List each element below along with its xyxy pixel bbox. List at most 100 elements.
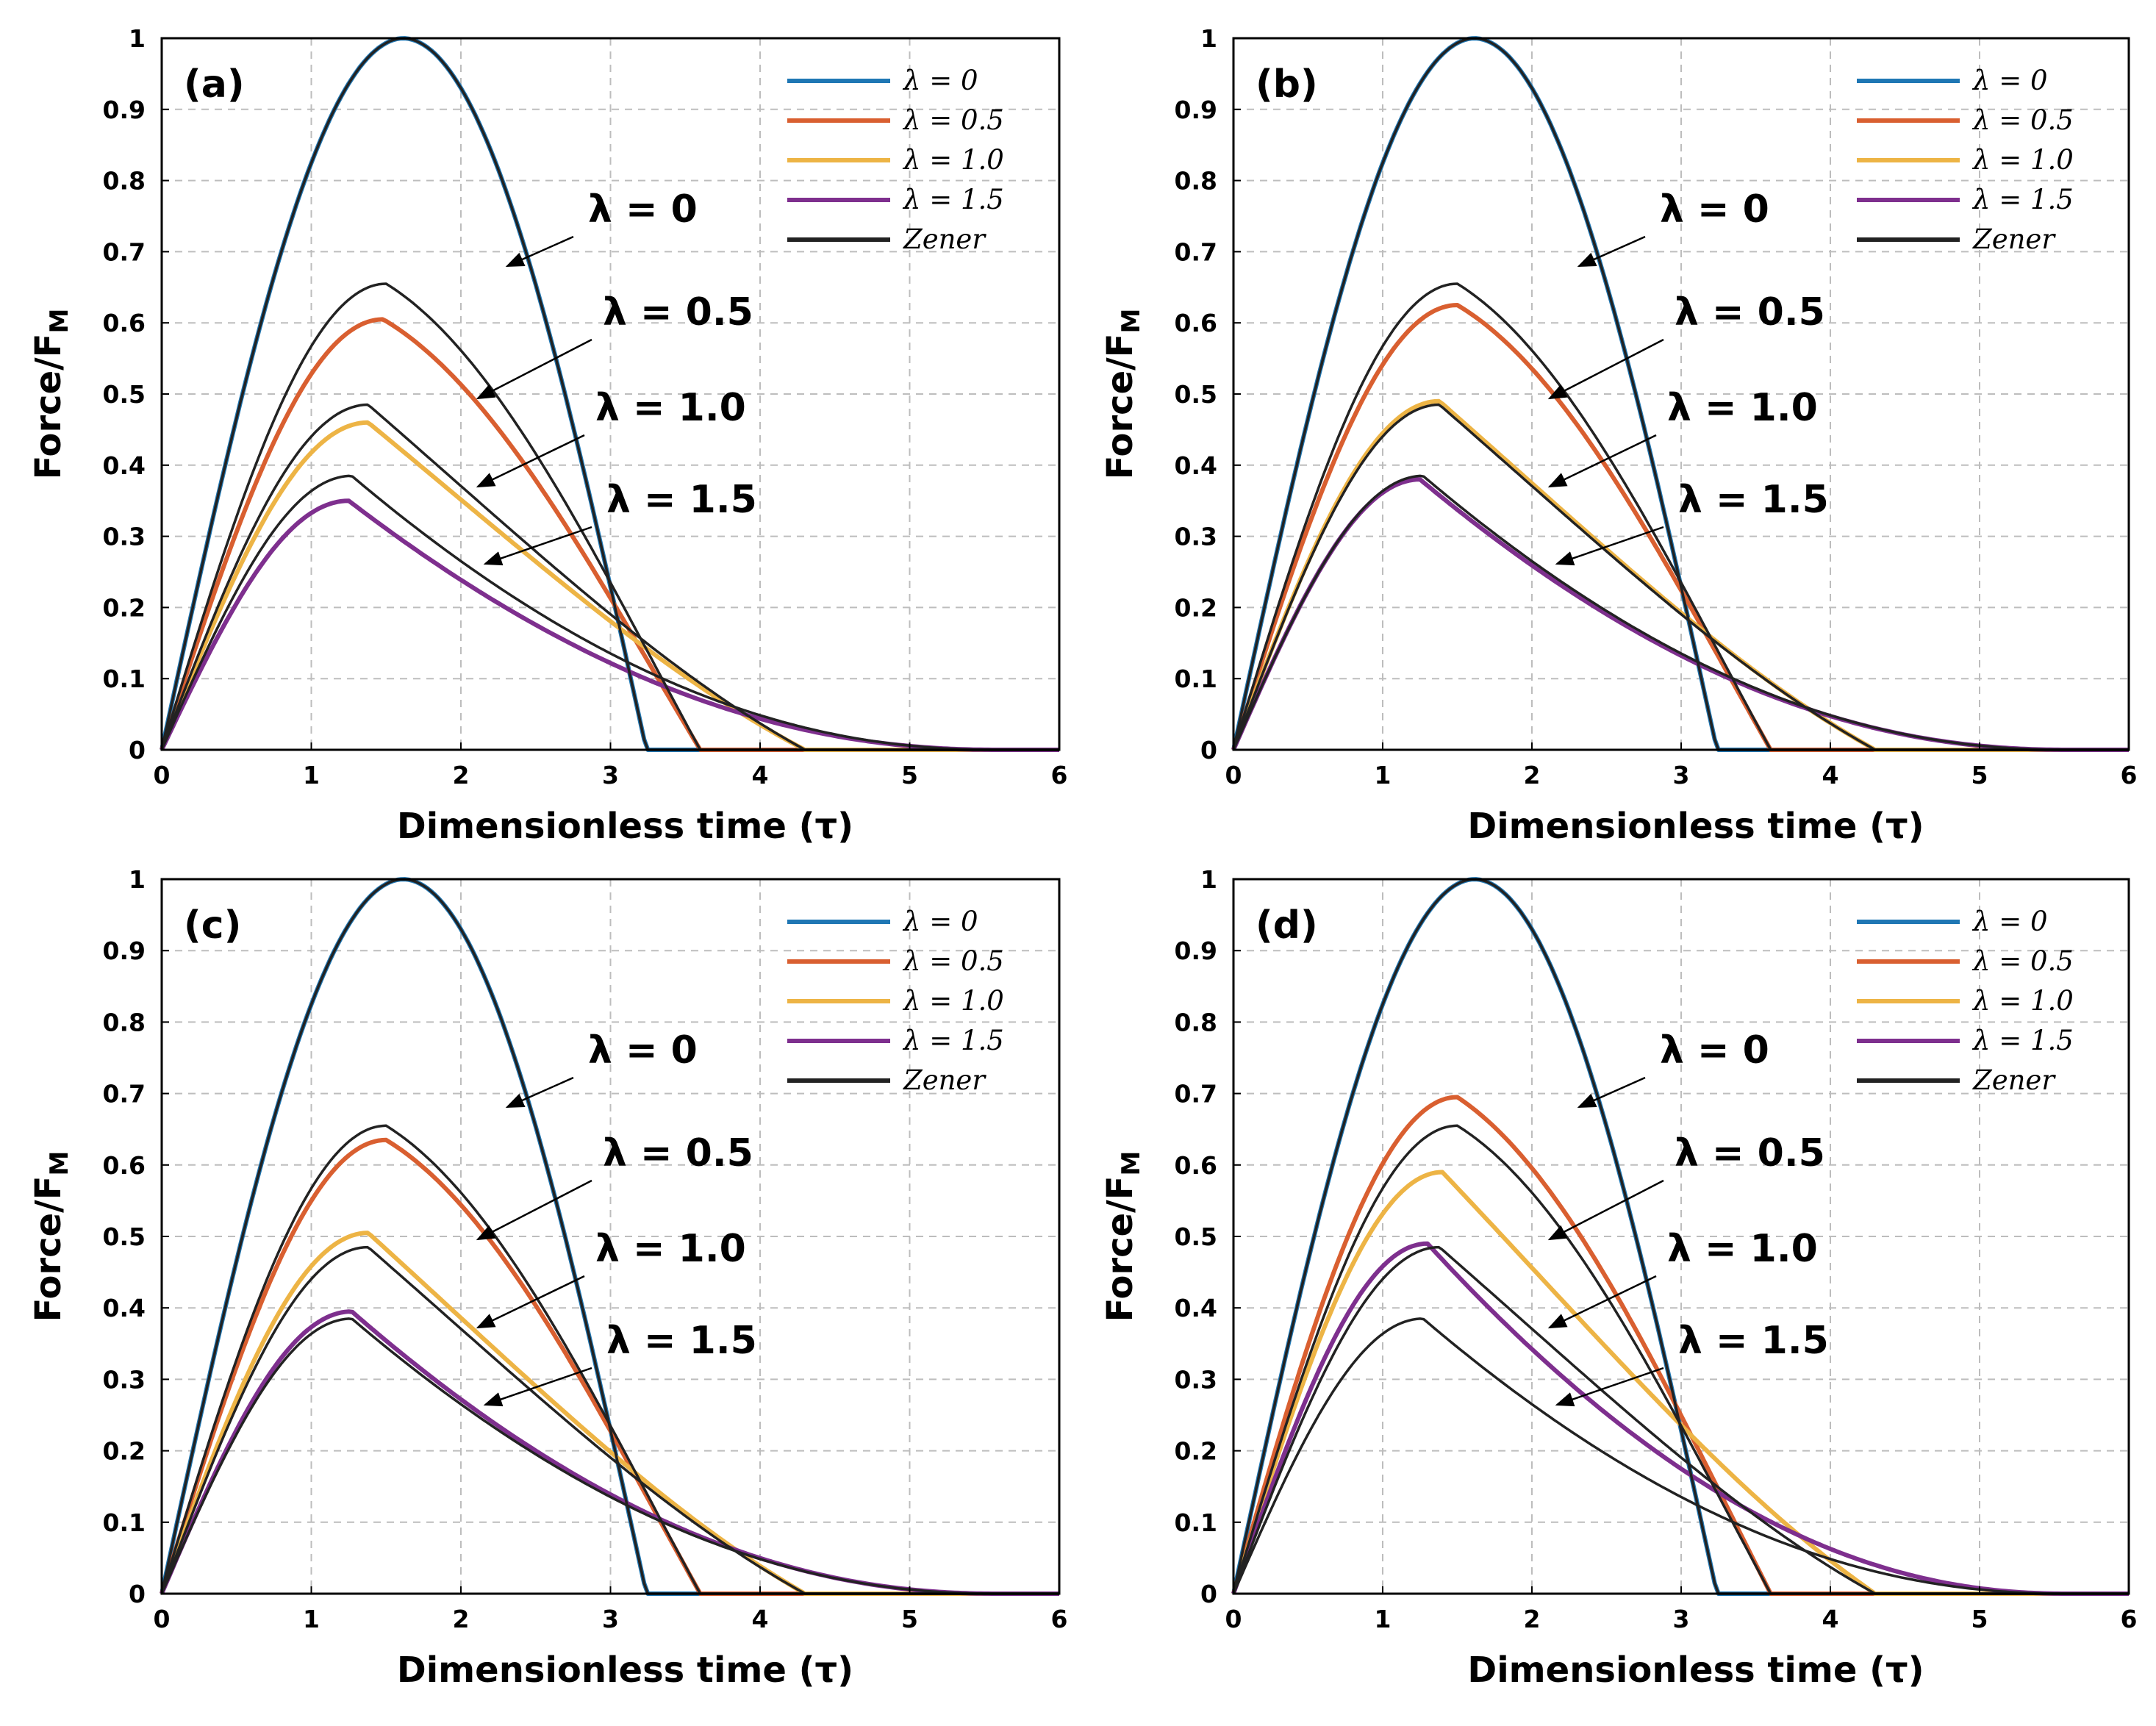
y-tick-label: 1 [129, 865, 146, 894]
annotation-arrow [1555, 526, 1664, 566]
x-tick-label: 4 [752, 1605, 769, 1633]
x-tick-label: 3 [1673, 761, 1690, 789]
x-tick-label: 3 [602, 761, 619, 789]
y-axis-label-main: Force/F [1100, 1176, 1141, 1322]
annotation-arrow [1547, 338, 1664, 400]
legend-lambda-10: λ = 1.0 [1971, 985, 2074, 1017]
x-tick-label: 5 [901, 1605, 918, 1633]
legend-lambda-05: λ = 0.5 [902, 945, 1004, 977]
y-tick-label: 0.3 [103, 523, 146, 551]
annotation-lambda-0: λ = 0 [588, 1028, 698, 1073]
legend-zener: Zener [1972, 1064, 2056, 1096]
x-tick-label: 1 [303, 761, 320, 789]
legend-lambda-05: λ = 0.5 [902, 104, 1004, 136]
y-tick-label: 0 [1200, 736, 1217, 764]
legend-zener: Zener [903, 223, 986, 255]
x-tick-label: 1 [1375, 1605, 1392, 1633]
y-axis-label: Force/FM [28, 1151, 74, 1322]
annotation-lambda-1: λ = 0.5 [1675, 290, 1825, 334]
annotation-lambda-0: λ = 0 [1660, 187, 1769, 232]
chart-panel-d: 0 1 2 3 4 5 6 0 0.1 0.2 0.3 0.4 0.5 0.6 0.7 0.8 0.9 1 Dime… [1100, 865, 2137, 1691]
annotation-arrow [483, 526, 592, 566]
x-tick-label: 2 [453, 1605, 470, 1633]
x-tick-label: 2 [1524, 1605, 1541, 1633]
y-tick-label: 0.7 [103, 1080, 146, 1109]
annotation-lambda-2: λ = 1.0 [595, 386, 746, 430]
x-tick-label: 2 [1524, 761, 1541, 789]
x-tick-label: 1 [1375, 761, 1392, 789]
annotation-lambda-0: λ = 0 [588, 187, 698, 232]
annotation-arrow [1547, 434, 1657, 488]
y-tick-label: 0.8 [1175, 167, 1217, 196]
annotation-arrow [1547, 1179, 1664, 1241]
panel-label: (a) [184, 62, 245, 107]
y-tick-label: 0.6 [1175, 309, 1217, 337]
x-tick-label: 5 [1971, 761, 1988, 789]
y-tick-label: 0.5 [103, 380, 146, 409]
y-tick-label: 0.6 [103, 309, 146, 337]
y-tick-label: 0.7 [103, 237, 146, 266]
y-tick-label: 0.5 [1175, 1222, 1217, 1251]
x-tick-label: 4 [1822, 1605, 1839, 1633]
annotation-arrow [505, 1076, 574, 1109]
x-tick-label: 4 [1822, 761, 1839, 789]
legend-lambda-0: λ = 0 [1971, 906, 2048, 937]
annotation-arrow [505, 235, 574, 268]
y-axis-label-main: Force/F [28, 334, 69, 480]
legend-lambda-05: λ = 0.5 [1971, 945, 2074, 977]
y-tick-label: 0.9 [1175, 96, 1217, 124]
x-tick-label: 2 [453, 761, 470, 789]
y-tick-label: 0.9 [103, 937, 146, 965]
annotation-arrow [476, 338, 592, 400]
y-axis-label: Force/FM [1100, 309, 1146, 480]
y-axis-label-subscript: M [1117, 309, 1146, 334]
x-tick-label: 5 [901, 761, 918, 789]
annotation-lambda-3: λ = 1.5 [1678, 478, 1829, 522]
x-tick-label: 1 [303, 1605, 320, 1633]
x-tick-label: 6 [2121, 761, 2138, 789]
y-tick-label: 0.3 [1175, 1365, 1217, 1394]
legend-lambda-15: λ = 1.5 [1971, 1025, 2074, 1056]
annotation-arrow [1577, 235, 1646, 268]
legend-zener: Zener [1972, 223, 2056, 255]
y-tick-label: 0.6 [103, 1151, 146, 1180]
y-tick-label: 0.9 [1175, 937, 1217, 965]
y-tick-label: 0.7 [1175, 1080, 1217, 1109]
y-tick-label: 0 [129, 736, 146, 764]
curve-lambda-05 [160, 1137, 1059, 1596]
y-tick-label: 0.2 [1175, 593, 1217, 622]
y-tick-label: 0.8 [103, 167, 146, 196]
x-tick-label: 0 [1225, 1605, 1242, 1633]
chart-panel-a: 0 1 2 3 4 5 6 0 0.1 0.2 0.3 0.4 0.5 0.6 0.7 0.8 0.9 1 Dime… [28, 24, 1067, 847]
y-axis-label: Force/FM [1100, 1151, 1146, 1322]
y-tick-label: 0.2 [103, 593, 146, 622]
y-tick-label: 0.4 [103, 451, 146, 480]
x-tick-label: 6 [2121, 1605, 2138, 1633]
panel-label: (d) [1256, 903, 1318, 948]
y-tick-label: 0.1 [103, 665, 146, 693]
legend-lambda-15: λ = 1.5 [902, 1025, 1004, 1056]
panel-label: (c) [184, 903, 241, 948]
x-axis-label: Dimensionless time (τ) [397, 806, 853, 847]
y-tick-label: 0.4 [103, 1294, 146, 1322]
annotation-arrow [476, 1179, 592, 1241]
y-axis-label-subscript: M [45, 1151, 74, 1176]
y-tick-label: 0.9 [103, 96, 146, 124]
x-tick-label: 4 [752, 761, 769, 789]
annotation-lambda-3: λ = 1.5 [1678, 1319, 1829, 1363]
annotation-lambda-1: λ = 0.5 [1675, 1131, 1825, 1175]
y-tick-label: 0.8 [103, 1008, 146, 1036]
annotation-arrow [476, 1275, 585, 1329]
legend-lambda-0: λ = 0 [902, 906, 978, 937]
y-tick-label: 0.3 [1175, 523, 1217, 551]
panel-label: (b) [1256, 62, 1318, 107]
y-axis-label-subscript: M [1117, 1151, 1146, 1176]
y-tick-label: 1 [129, 24, 146, 53]
annotation-arrow [483, 1367, 592, 1407]
chart-panel-b: 0 1 2 3 4 5 6 0 0.1 0.2 0.3 0.4 0.5 0.6 0.7 0.8 0.9 1 Dime… [1100, 24, 2137, 847]
x-axis-label: Dimensionless time (τ) [397, 1650, 853, 1691]
y-tick-label: 0.4 [1175, 1294, 1217, 1322]
annotation-lambda-1: λ = 0.5 [603, 1131, 753, 1175]
legend-lambda-15: λ = 1.5 [1971, 184, 2074, 215]
x-axis-label: Dimensionless time (τ) [1467, 1650, 1924, 1691]
